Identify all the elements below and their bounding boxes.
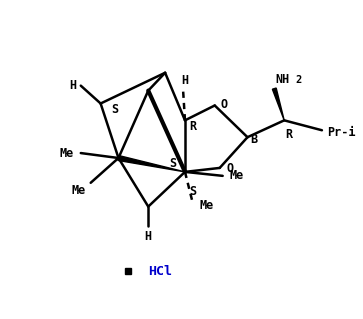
Text: NH: NH [275, 73, 289, 86]
Polygon shape [118, 156, 185, 172]
Text: R: R [286, 128, 293, 141]
Text: S: S [111, 103, 118, 116]
Text: H: H [69, 79, 76, 92]
Text: H: H [145, 230, 152, 243]
Text: H: H [182, 74, 188, 87]
Text: HCl: HCl [148, 264, 172, 278]
Text: R: R [189, 120, 196, 133]
Text: B: B [250, 133, 257, 146]
Text: O: O [226, 162, 233, 175]
Text: Me: Me [72, 184, 86, 197]
Text: S: S [189, 185, 196, 198]
Polygon shape [272, 88, 284, 120]
Text: 2: 2 [295, 75, 301, 85]
Text: Me: Me [60, 146, 74, 160]
Text: O: O [220, 98, 227, 111]
Text: Me: Me [229, 169, 244, 182]
Text: Me: Me [200, 199, 214, 212]
Text: Pr-i: Pr-i [327, 126, 356, 139]
Text: S: S [170, 158, 177, 170]
